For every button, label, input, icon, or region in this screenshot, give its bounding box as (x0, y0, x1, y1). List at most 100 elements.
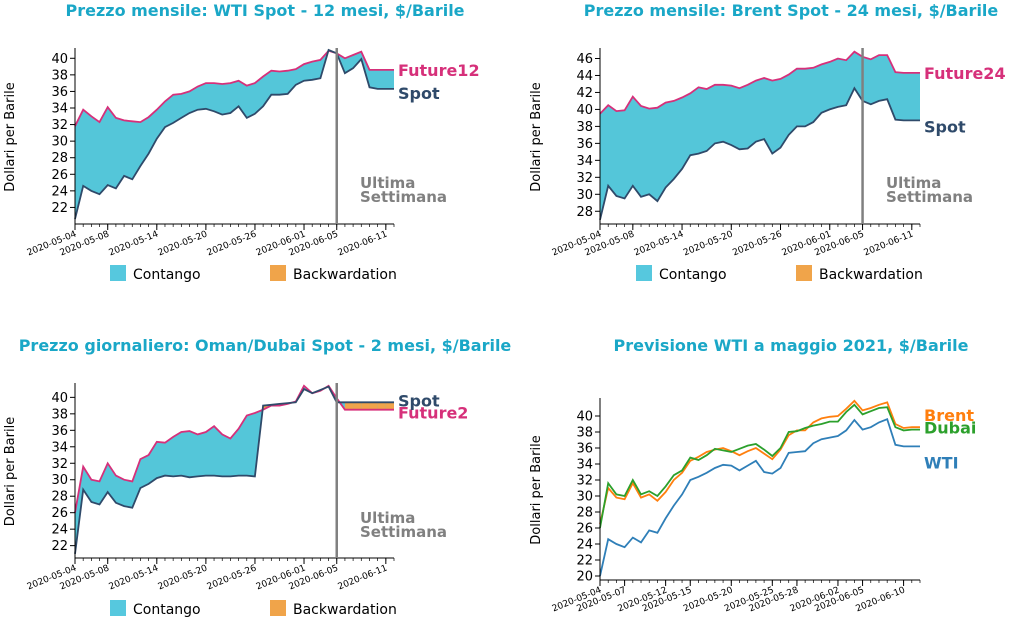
annotation-line-1: Ultima (360, 174, 415, 192)
series-line-spot (74, 48, 394, 220)
legend-swatch-contango (636, 265, 652, 281)
series-label-spot: Spot (398, 391, 440, 410)
y-tick-label: 32 (51, 118, 68, 133)
series-label-future12: Future12 (398, 61, 480, 80)
series-line-spot (74, 385, 394, 555)
y-tick-label: 28 (576, 205, 593, 220)
y-tick-label: 38 (51, 407, 68, 422)
y-tick-label: 42 (576, 86, 593, 101)
y-tick-label: 36 (51, 85, 68, 100)
x-tick-label: 2020-05-14 (633, 229, 685, 258)
x-tick-label: 2020-06-11 (863, 230, 915, 259)
legend-swatch-backwardation (796, 265, 812, 281)
legend-label-backwardation: Backwardation (293, 267, 397, 283)
series-line-wti (599, 418, 920, 577)
y-tick-label: 20 (576, 570, 593, 585)
y-tick-label: 26 (576, 522, 593, 537)
y-tick-label: 28 (51, 151, 68, 166)
y-tick-label: 36 (51, 424, 68, 439)
y-tick-label: 26 (51, 168, 68, 183)
y-tick-label: 32 (576, 474, 593, 489)
chart-title: Prezzo giornaliero: Oman/Dubai Spot - 2 … (19, 336, 512, 355)
chart-1: Prezzo mensile: WTI Spot - 12 mesi, $/Ba… (3, 1, 480, 283)
chart-title: Prezzo mensile: Brent Spot - 24 mesi, $/… (584, 1, 999, 20)
legend-label-contango: Contango (133, 267, 201, 283)
y-tick-label: 22 (576, 554, 593, 569)
y-tick-label: 30 (576, 490, 593, 505)
chart-4: Previsione WTI a maggio 2021, $/Barile Do… (529, 336, 976, 614)
series-label-wti: WTI (924, 453, 959, 472)
series-label-future24: Future24 (924, 64, 1006, 83)
y-tick-label: 34 (576, 458, 593, 473)
series-label-future2: Future2 (398, 404, 468, 423)
legend-label-backwardation: Backwardation (819, 267, 923, 283)
y-tick-label: 46 (576, 52, 593, 67)
legend-label-backwardation: Backwardation (293, 602, 397, 618)
series-label-dubai: Dubai (924, 419, 976, 438)
series-line-future2 (74, 384, 394, 513)
annotation-line-1: Ultima (886, 174, 941, 192)
backwardation-area (377, 402, 386, 410)
y-tick-label: 24 (51, 523, 68, 538)
series-label-spot: Spot (924, 117, 966, 136)
y-tick-label: 34 (576, 154, 593, 169)
y-tick-label: 40 (51, 391, 68, 406)
series-line-spot (599, 86, 920, 221)
y-tick-label: 24 (51, 184, 68, 199)
y-tick-label: 24 (576, 538, 593, 553)
y-tick-label: 32 (51, 457, 68, 472)
y-tick-label: 40 (51, 52, 68, 67)
y-tick-label: 28 (576, 506, 593, 521)
chart-2: Prezzo mensile: Brent Spot - 24 mesi, $/… (529, 1, 1006, 283)
legend-label-contango: Contango (133, 602, 201, 618)
y-axis-label: Dollari per Barile (3, 417, 18, 526)
legend-label-contango: Contango (659, 267, 727, 283)
contango-area (75, 50, 394, 219)
legend-swatch-contango (110, 265, 126, 281)
backwardation-area (353, 402, 362, 410)
backwardation-area (385, 402, 394, 410)
x-tick-label: 2020-05-20 (157, 563, 209, 592)
y-tick-label: 28 (51, 490, 68, 505)
x-tick-label: 2020-06-11 (337, 230, 389, 259)
y-tick-label: 40 (576, 410, 593, 425)
series-line-future24 (599, 50, 920, 115)
backwardation-area (344, 402, 354, 410)
x-tick-label: 2020-05-26 (731, 229, 783, 258)
chart-title: Previsione WTI a maggio 2021, $/Barile (614, 336, 969, 355)
y-tick-label: 22 (51, 201, 68, 216)
y-tick-label: 34 (51, 102, 68, 117)
x-tick-label: 2020-06-11 (337, 564, 389, 593)
contango-area (75, 385, 394, 554)
y-tick-label: 38 (51, 68, 68, 83)
annotation-line-2: Settimana (360, 523, 447, 541)
y-tick-label: 38 (576, 426, 593, 441)
x-tick-label: 2020-05-14 (108, 563, 160, 592)
y-axis-label: Dollari per Barile (529, 82, 544, 191)
series-label-brent: Brent (924, 406, 974, 425)
x-tick-label: 2020-05-14 (108, 229, 160, 258)
series-label-spot: Spot (398, 84, 440, 103)
y-tick-label: 26 (51, 506, 68, 521)
chart-title: Prezzo mensile: WTI Spot - 12 mesi, $/Ba… (65, 1, 464, 20)
y-tick-label: 30 (51, 135, 68, 150)
y-tick-label: 22 (51, 539, 68, 554)
y-tick-label: 36 (576, 137, 593, 152)
series-line-dubai (599, 403, 920, 529)
y-axis-label: Dollari per Barile (3, 82, 18, 191)
contango-area (600, 51, 920, 220)
annotation-line-2: Settimana (886, 188, 973, 206)
series-line-brent (599, 399, 920, 525)
y-axis-label: Dollari per Barile (529, 435, 544, 544)
backwardation-area (369, 402, 378, 410)
x-tick-label: 2020-05-20 (682, 229, 734, 258)
x-tick-label: 2020-05-26 (206, 563, 258, 592)
annotation-line-1: Ultima (360, 509, 415, 527)
x-tick-label: 2020-05-26 (206, 229, 258, 258)
backwardation-area (361, 402, 370, 410)
y-tick-label: 40 (576, 103, 593, 118)
legend-swatch-backwardation (270, 265, 286, 281)
x-tick-label: 2020-05-20 (157, 229, 209, 258)
